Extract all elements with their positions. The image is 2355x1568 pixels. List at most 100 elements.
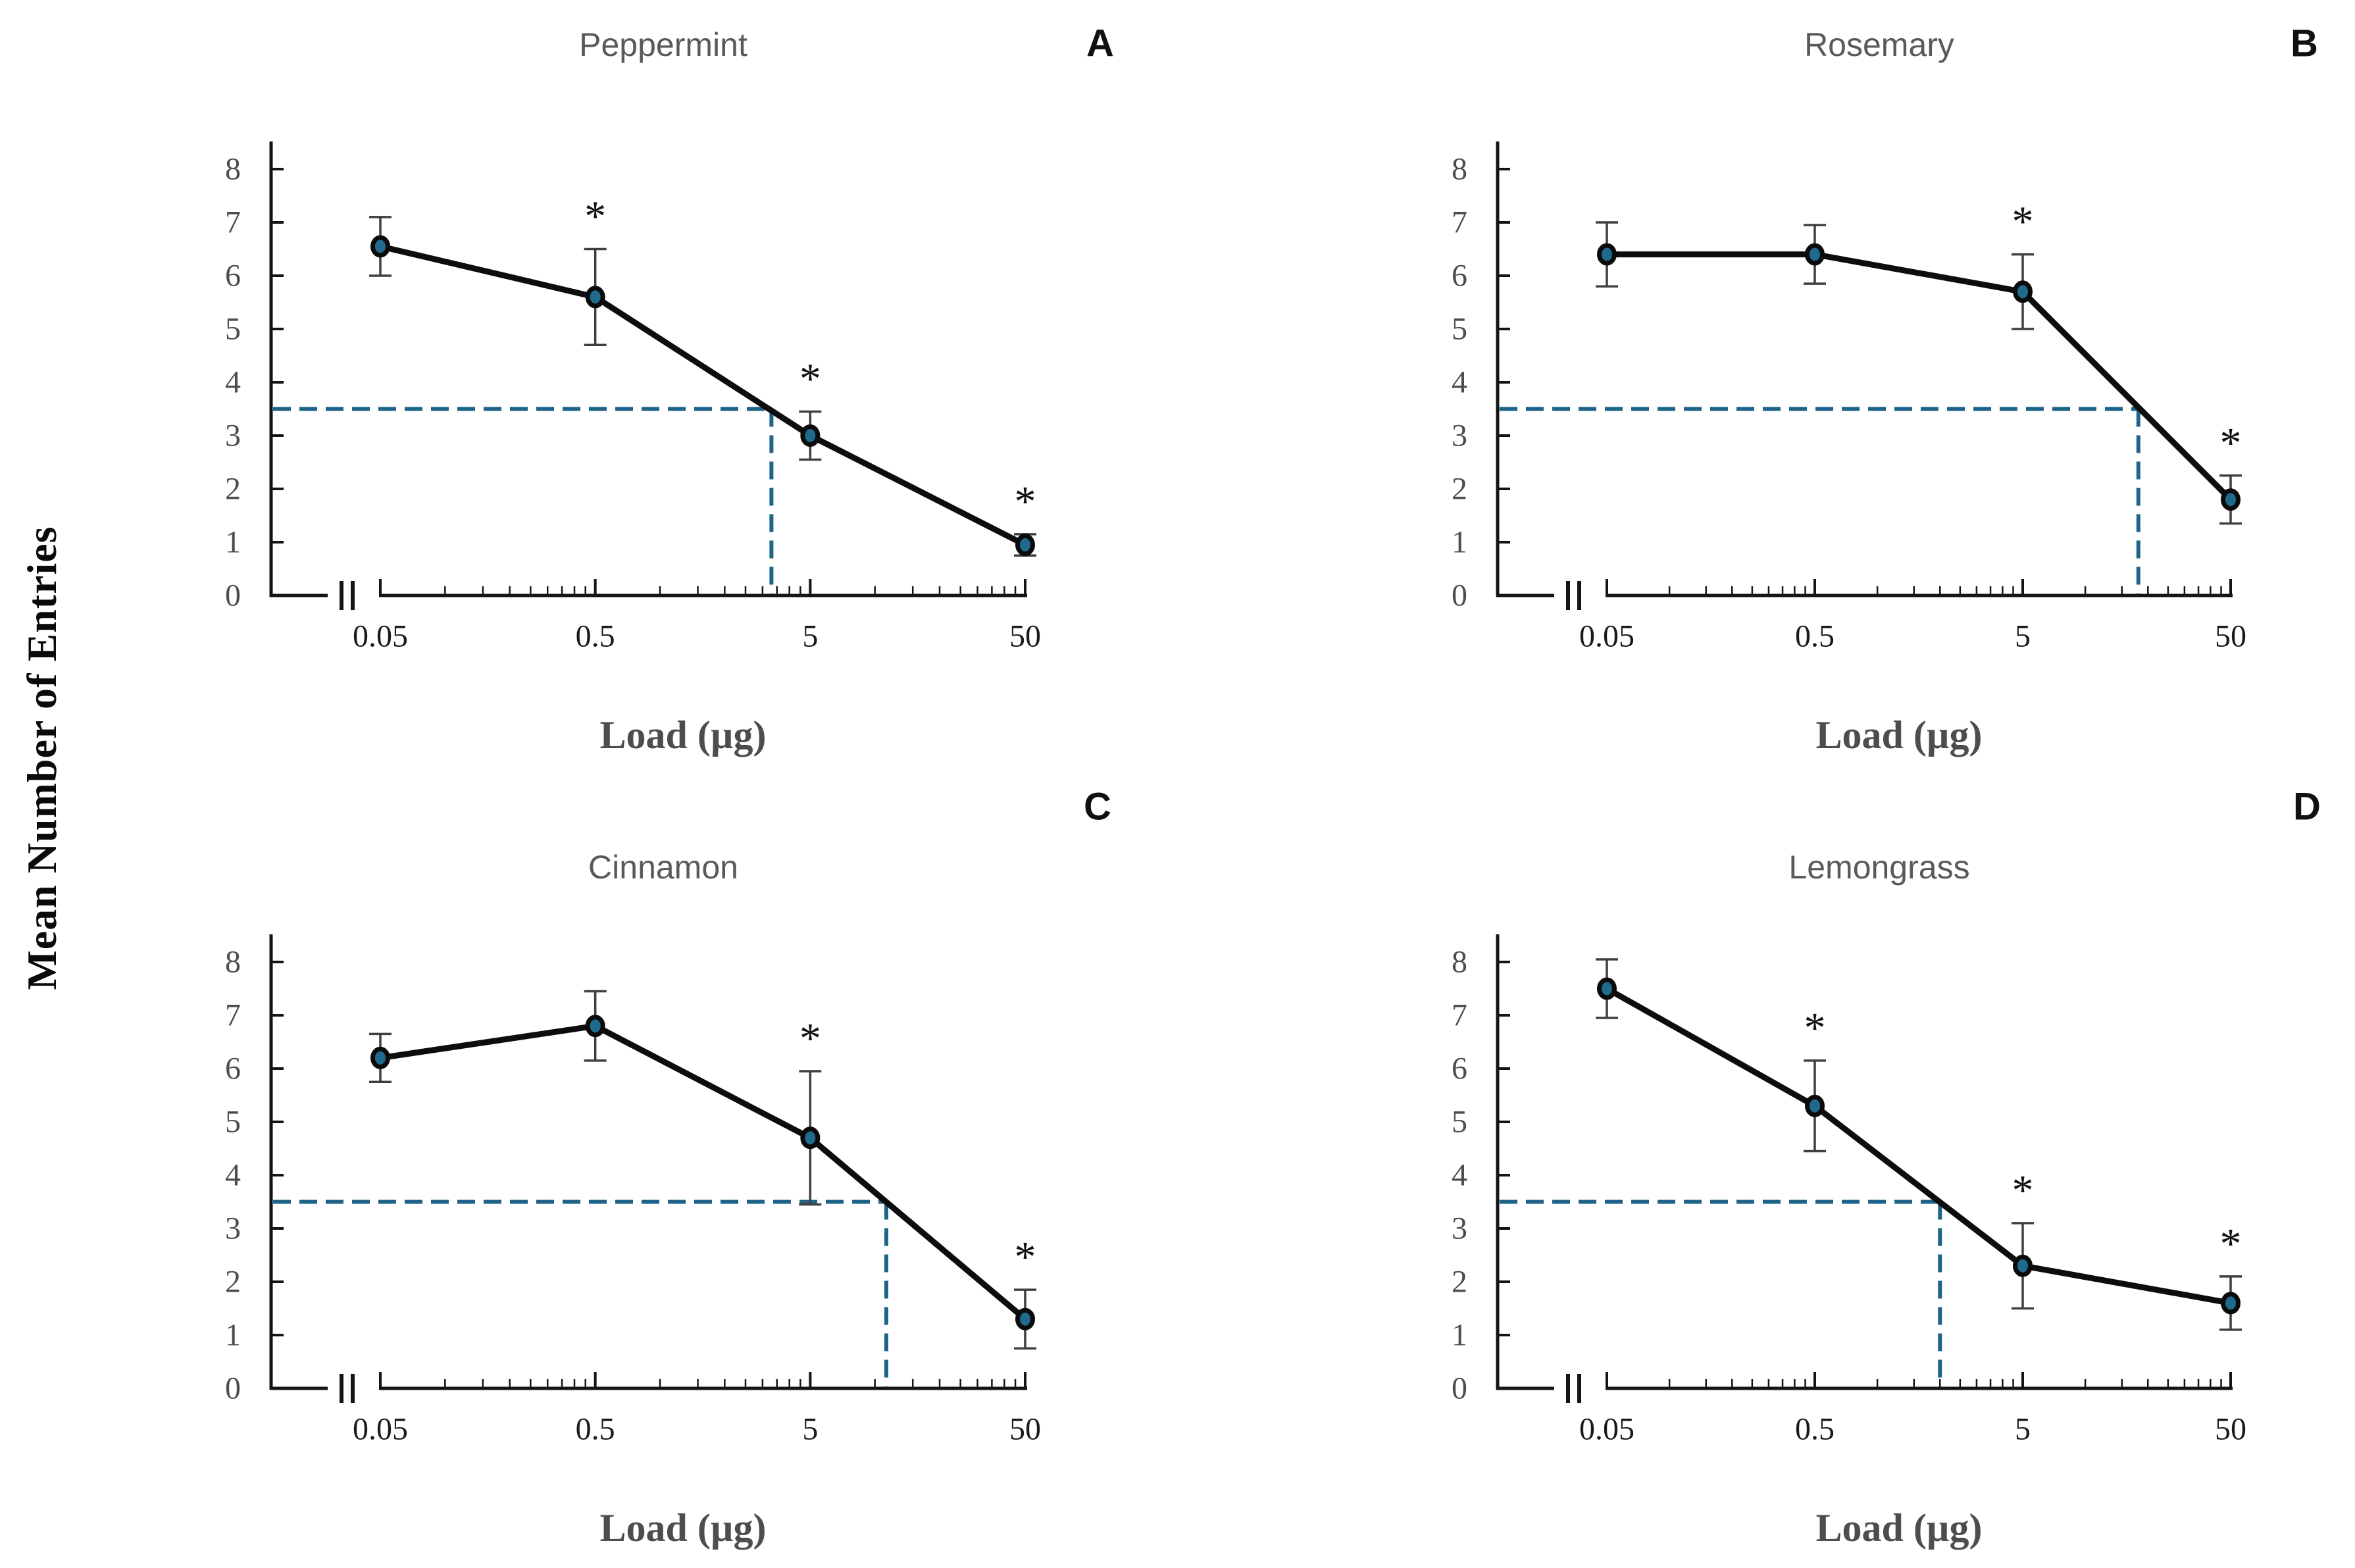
data-line — [1604, 251, 2234, 503]
data-point-marker — [800, 1126, 821, 1150]
significance-asterisk: * — [2012, 1167, 2034, 1215]
y-tick-label: 7 — [1452, 205, 1467, 240]
y-tick-label: 7 — [225, 205, 241, 240]
x-tick-label: 0.5 — [576, 619, 615, 654]
y-tick-label: 0 — [225, 1371, 241, 1406]
data-point-marker — [800, 424, 821, 447]
y-tick-label: 8 — [1452, 945, 1467, 980]
y-tick-label: 4 — [1452, 1158, 1467, 1193]
data-line — [377, 243, 1028, 548]
x-tick-label: 5 — [802, 619, 818, 654]
x-axis-label: Load (µg) — [1816, 713, 1983, 757]
x-tick-label: 0.05 — [1579, 1412, 1634, 1447]
data-point-marker — [2221, 488, 2241, 511]
x-tick-label: 5 — [2015, 1412, 2031, 1447]
y-tick-label: 2 — [1452, 472, 1467, 507]
y-tick-label: 6 — [225, 259, 241, 293]
panel-a: Peppermint A 0 1 2 3 4 5 6 7 8 0.05 0.5 5 50 Load (µg) *… — [0, 0, 1177, 784]
y-tick-label: 6 — [1452, 259, 1467, 293]
significance-asterisk: * — [2220, 419, 2242, 467]
y-tick-label: 1 — [1452, 1318, 1467, 1353]
y-tick-label: 8 — [225, 152, 241, 187]
panel-title: Rosemary — [1804, 26, 1954, 63]
x-tick-label: 50 — [1009, 1412, 1041, 1447]
y-tick-label: 6 — [225, 1051, 241, 1086]
y-tick-label: 3 — [225, 418, 241, 453]
y-tick-label: 7 — [225, 998, 241, 1033]
y-tick-label: 0 — [1452, 578, 1467, 613]
y-tick-label: 3 — [1452, 1211, 1467, 1246]
panel-c: Cinnamon C 0 1 2 3 4 5 6 7 8 0.05 0.5 5 50 Load (µg) * * — [0, 784, 1177, 1568]
x-axis-label: Load (µg) — [600, 713, 767, 757]
x-tick-label: 0.05 — [353, 1412, 408, 1447]
panel-a-chart: Peppermint A 0 1 2 3 4 5 6 7 8 0.05 0.5 5 50 Load (µg) *… — [225, 22, 1114, 757]
y-tick-label: 4 — [225, 365, 241, 400]
panel-letter: B — [2291, 22, 2318, 65]
y-tick-label: 2 — [225, 1265, 241, 1300]
y-tick-label: 5 — [1452, 312, 1467, 347]
data-point-marker — [1805, 1094, 1825, 1117]
data-point-marker — [2013, 1254, 2033, 1277]
panel-d-chart: Lemongrass D 0 1 2 3 4 5 6 7 8 0.05 0.5 5 50 Load (µg) *… — [1452, 786, 2321, 1550]
panel-letter: C — [1084, 786, 1111, 828]
y-tick-label: 8 — [1452, 152, 1467, 187]
data-line — [1604, 986, 2234, 1306]
y-tick-label: 0 — [225, 578, 241, 613]
significance-asterisk: * — [584, 193, 606, 241]
y-tick-label: 3 — [225, 1211, 241, 1246]
y-tick-label: 6 — [1452, 1051, 1467, 1086]
significance-asterisk: * — [1015, 478, 1036, 526]
significance-asterisk: * — [799, 1015, 821, 1063]
y-tick-label: 4 — [225, 1158, 241, 1193]
y-tick-label: 0 — [1452, 1371, 1467, 1406]
data-line — [377, 1023, 1028, 1323]
x-tick-label: 50 — [1009, 619, 1041, 654]
x-tick-label: 5 — [802, 1412, 818, 1447]
y-tick-label: 1 — [225, 525, 241, 560]
data-point-marker — [1015, 1307, 1035, 1330]
significance-asterisk: * — [1804, 1004, 1826, 1052]
y-tick-label: 5 — [225, 1105, 241, 1140]
data-point-marker — [370, 1046, 390, 1069]
data-point-marker — [585, 1015, 605, 1038]
y-tick-label: 5 — [225, 312, 241, 347]
y-tick-label: 2 — [1452, 1265, 1467, 1300]
y-tick-label: 3 — [1452, 418, 1467, 453]
data-point-marker — [1597, 977, 1617, 1000]
data-point-marker — [1597, 243, 1617, 266]
y-tick-label: 7 — [1452, 998, 1467, 1033]
y-tick-label: 4 — [1452, 365, 1467, 400]
data-point-marker — [370, 235, 390, 258]
data-point-marker — [1015, 534, 1035, 557]
significance-asterisk: * — [2220, 1220, 2242, 1268]
panel-b: Rosemary B 0 1 2 3 4 5 6 7 8 0.05 0.5 5 50 Load (µg) * * — [1178, 0, 2355, 784]
significance-asterisk: * — [2012, 198, 2034, 246]
x-tick-label: 0.05 — [1579, 619, 1634, 654]
y-tick-label: 1 — [1452, 525, 1467, 560]
panel-d: Lemongrass D 0 1 2 3 4 5 6 7 8 0.05 0.5 5 50 Load (µg) *… — [1178, 784, 2355, 1568]
x-tick-label: 50 — [2215, 619, 2246, 654]
significance-asterisk: * — [1015, 1233, 1036, 1281]
data-point-marker — [2221, 1292, 2241, 1315]
panel-letter: D — [2293, 786, 2321, 828]
y-tick-label: 5 — [1452, 1105, 1467, 1140]
y-tick-label: 2 — [225, 472, 241, 507]
panel-c-chart: Cinnamon C 0 1 2 3 4 5 6 7 8 0.05 0.5 5 50 Load (µg) * * — [225, 786, 1111, 1550]
x-tick-label: 0.5 — [1795, 1412, 1835, 1447]
x-tick-label: 0.05 — [353, 619, 408, 654]
data-point-marker — [2013, 280, 2033, 303]
x-tick-label: 0.5 — [1795, 619, 1835, 654]
y-tick-label: 1 — [225, 1318, 241, 1353]
panel-title: Cinnamon — [588, 849, 738, 886]
x-tick-label: 50 — [2215, 1412, 2246, 1447]
y-tick-label: 8 — [225, 945, 241, 980]
x-tick-label: 0.5 — [576, 1412, 615, 1447]
panel-b-chart: Rosemary B 0 1 2 3 4 5 6 7 8 0.05 0.5 5 50 Load (µg) * * — [1452, 22, 2318, 757]
x-axis-label: Load (µg) — [600, 1506, 767, 1550]
data-point-marker — [585, 286, 605, 309]
x-axis-label: Load (µg) — [1816, 1506, 1983, 1550]
x-tick-label: 5 — [2015, 619, 2031, 654]
panel-title: Lemongrass — [1788, 849, 1969, 886]
panel-letter: A — [1086, 22, 1114, 65]
